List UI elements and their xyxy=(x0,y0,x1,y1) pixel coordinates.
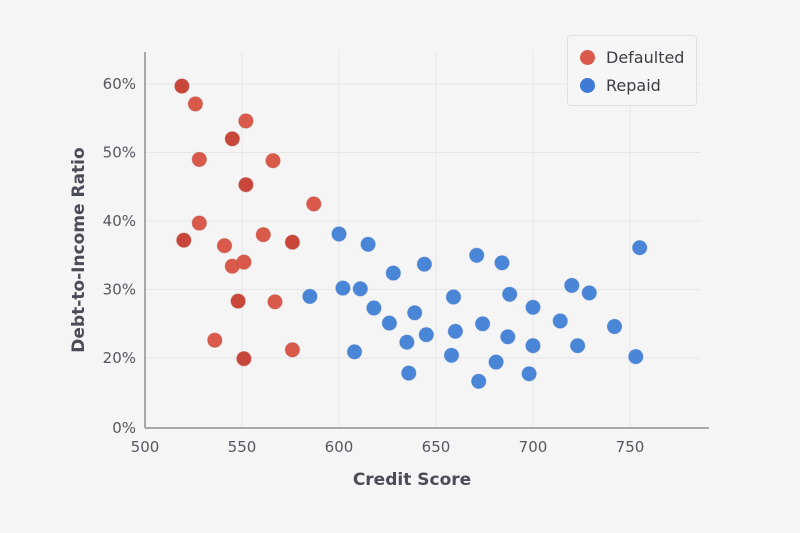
x-tick-label: 500 xyxy=(131,438,160,456)
data-point-defaulted xyxy=(216,238,233,254)
data-point-defaulted xyxy=(238,113,254,129)
data-point-defaulted xyxy=(255,227,271,243)
axes xyxy=(144,52,709,429)
data-point-defaulted xyxy=(236,254,252,270)
data-point-defaulted xyxy=(284,342,301,358)
y-tick-label: 60% xyxy=(103,75,136,93)
data-point-repaid xyxy=(500,329,516,345)
y-tick-label: 30% xyxy=(103,281,136,299)
data-point-defaulted xyxy=(306,196,322,212)
data-point-repaid xyxy=(418,327,434,343)
data-point-repaid xyxy=(552,313,568,329)
data-point-defaulted xyxy=(230,293,246,309)
data-point-repaid xyxy=(525,338,541,354)
data-point-defaulted xyxy=(176,232,192,248)
x-tick-label: 600 xyxy=(325,438,354,456)
data-point-repaid xyxy=(502,286,518,302)
data-point-repaid xyxy=(494,255,510,271)
data-point-defaulted xyxy=(191,215,208,231)
data-point-repaid xyxy=(352,281,368,297)
data-point-repaid xyxy=(360,236,376,253)
y-tick-labels: 0% 20% 30% 40% 50% 60% xyxy=(103,75,136,437)
data-point-repaid xyxy=(447,323,464,339)
legend: Defaulted Repaid xyxy=(567,35,697,106)
legend-label: Repaid xyxy=(606,76,661,95)
x-axis-title: Credit Score xyxy=(353,470,471,490)
legend-marker-repaid-icon xyxy=(580,78,595,93)
legend-label: Defaulted xyxy=(606,48,685,67)
data-point-repaid xyxy=(581,285,597,301)
data-point-repaid xyxy=(399,334,415,350)
data-point-repaid xyxy=(474,316,491,332)
data-point-repaid xyxy=(401,365,417,381)
y-tick-label: 40% xyxy=(103,212,136,230)
legend-marker-defaulted-icon xyxy=(580,50,595,65)
data-points xyxy=(174,78,648,389)
data-point-repaid xyxy=(569,338,586,354)
legend-item-defaulted: Defaulted xyxy=(580,48,684,67)
data-point-repaid xyxy=(471,373,487,389)
data-point-repaid xyxy=(632,240,648,256)
data-point-defaulted xyxy=(207,332,223,348)
data-point-repaid xyxy=(445,289,462,305)
data-point-repaid xyxy=(416,256,433,272)
data-point-repaid xyxy=(346,344,363,360)
y-axis-title: Debt-to-Income Ratio xyxy=(69,147,89,352)
data-point-repaid xyxy=(385,265,401,281)
x-tick-label: 650 xyxy=(422,438,451,456)
data-point-repaid xyxy=(488,354,504,370)
data-point-repaid xyxy=(564,277,580,294)
data-point-repaid xyxy=(469,247,485,264)
data-point-repaid xyxy=(331,226,347,242)
x-tick-label: 750 xyxy=(616,438,645,456)
data-point-defaulted xyxy=(238,177,254,193)
x-tick-label: 550 xyxy=(228,438,257,456)
data-point-defaulted xyxy=(265,153,281,169)
data-point-repaid xyxy=(366,300,382,316)
data-point-repaid xyxy=(525,299,541,315)
data-point-defaulted xyxy=(224,131,241,147)
data-point-defaulted xyxy=(187,96,204,112)
y-tick-label: 0% xyxy=(112,419,136,437)
data-point-repaid xyxy=(407,305,423,321)
data-point-defaulted xyxy=(284,234,301,250)
data-point-repaid xyxy=(302,288,318,305)
data-point-repaid xyxy=(628,348,644,365)
data-point-repaid xyxy=(381,315,398,331)
data-point-defaulted xyxy=(267,294,283,310)
data-point-defaulted xyxy=(191,151,208,168)
x-tick-labels: 500 550 600 650 700 750 xyxy=(131,438,645,456)
legend-item-repaid: Repaid xyxy=(580,76,661,95)
x-tick-label: 700 xyxy=(519,438,548,456)
data-point-defaulted xyxy=(236,351,252,367)
data-point-repaid xyxy=(443,347,460,363)
data-point-repaid xyxy=(521,366,537,382)
data-point-repaid xyxy=(606,318,623,335)
y-tick-label: 20% xyxy=(103,349,136,367)
data-point-repaid xyxy=(335,280,351,296)
data-point-defaulted xyxy=(174,78,190,94)
y-tick-label: 50% xyxy=(103,144,136,162)
